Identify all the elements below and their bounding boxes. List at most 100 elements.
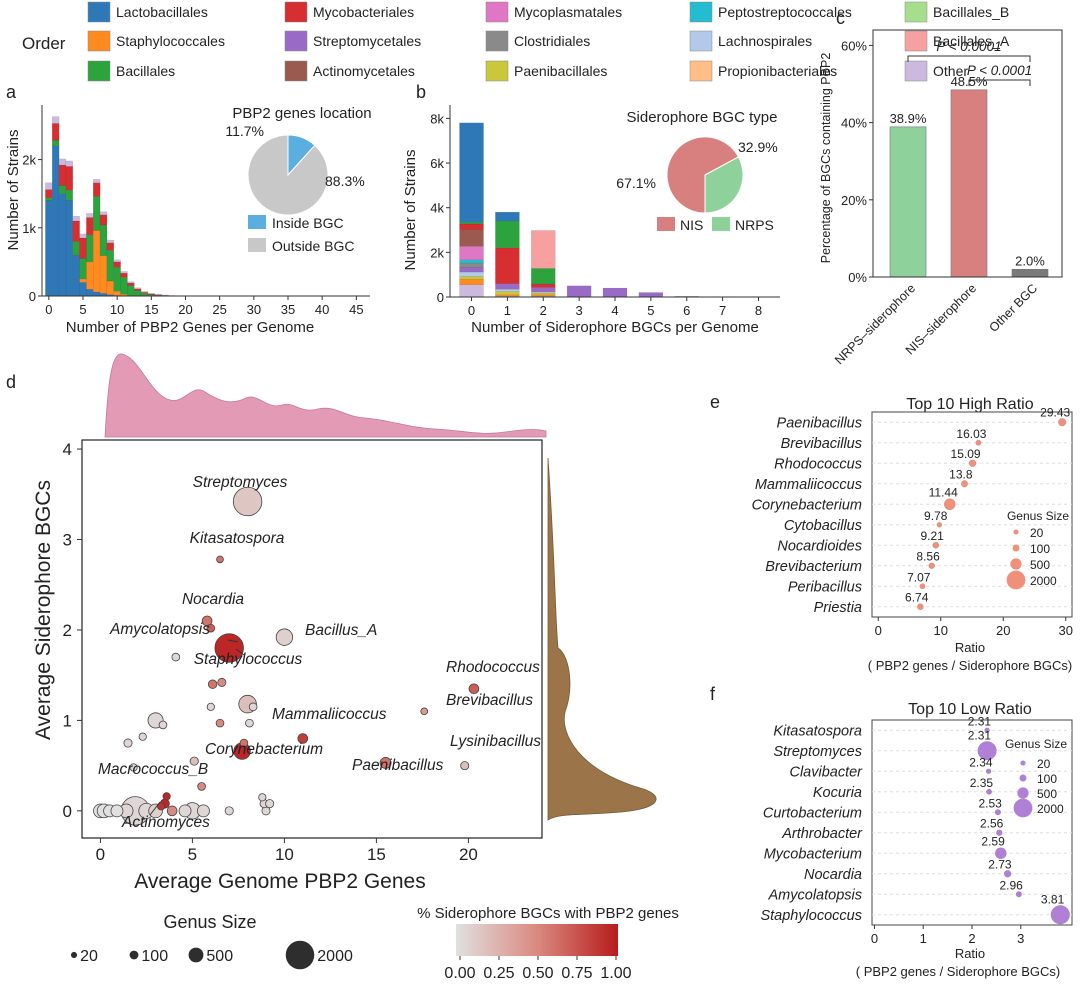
panel-d-x-tick-label: 20 bbox=[459, 845, 478, 864]
panel-a-pie-legend-inside: Inside BGC bbox=[272, 215, 344, 231]
panel-a-bar bbox=[45, 189, 53, 198]
genus-point bbox=[171, 652, 181, 662]
panel-c-y-tick-label: 0% bbox=[848, 270, 867, 285]
panel-b-y-tick-label: 0 bbox=[437, 290, 444, 305]
legend-swatch bbox=[284, 1, 308, 23]
panel-a-bar bbox=[79, 282, 87, 297]
panel-a-bar bbox=[72, 254, 80, 297]
panel-f-x-tick-label: 1 bbox=[920, 931, 927, 946]
panel-e-size-legend-circle bbox=[1010, 558, 1022, 570]
point-amycolatopsis bbox=[206, 623, 216, 633]
size-legend-circle bbox=[129, 950, 139, 960]
panel-a-bar bbox=[147, 293, 155, 295]
legend-label: Mycoplasmatales bbox=[514, 4, 622, 20]
genus-point bbox=[265, 799, 275, 809]
panel-a-x-tick-label: 40 bbox=[315, 302, 329, 317]
panel-a-bar bbox=[86, 213, 94, 218]
panel-c-frame bbox=[872, 29, 1063, 278]
panel-a: 0 5 10 15 20 25 30 35 40 45 0 1k 2k Number of PBP2 G… bbox=[5, 105, 372, 336]
legend-label: Propionibacteriales bbox=[718, 63, 837, 79]
panel-f-x-tick-label: 0 bbox=[871, 931, 878, 946]
panel-f-point bbox=[1015, 891, 1022, 898]
panel-e-value-label: 8.56 bbox=[916, 550, 940, 564]
panel-a-y-tick-label: 2k bbox=[22, 153, 36, 168]
panel-e-point bbox=[960, 480, 969, 488]
genus-point bbox=[110, 804, 124, 818]
legend-label: Bacillales_A bbox=[933, 33, 1010, 49]
panel-a-xlabel: Number of PBP2 Genes per Genome bbox=[66, 319, 314, 336]
size-legend-label: 20 bbox=[80, 948, 98, 965]
panel-c-value-label: 2.0% bbox=[1015, 253, 1045, 268]
panel-label-e: e bbox=[710, 392, 720, 412]
panel-a-x-tick-label: 35 bbox=[281, 302, 295, 317]
legend-label: Streptomycetales bbox=[313, 33, 421, 49]
point-bacillus_a bbox=[275, 628, 294, 646]
panel-b-pie-label-nis: 67.1% bbox=[616, 175, 656, 191]
panel-a-bar bbox=[113, 261, 121, 268]
point-label: Macrococcus_B bbox=[98, 761, 208, 778]
point-nocardia bbox=[201, 615, 213, 627]
panel-a-bar bbox=[45, 200, 53, 297]
point-actinomyces bbox=[157, 802, 166, 811]
point-label: Actinomyces bbox=[121, 814, 210, 831]
point-label: Rhodococcus bbox=[446, 659, 540, 676]
panel-b-x-tick-label: 5 bbox=[647, 303, 654, 318]
panel-c-y-tick-label: 20% bbox=[841, 193, 867, 208]
panel-f-value-label: 2.73 bbox=[988, 857, 1012, 871]
panel-e-value-label: 9.21 bbox=[920, 529, 944, 543]
panel-d-color-ticks: 0.00 0.25 0.50 0.75 1.00 bbox=[444, 956, 632, 982]
panel-a-pie bbox=[247, 134, 329, 216]
panel-f-category-label: Arthrobacter bbox=[781, 826, 863, 842]
panel-b-bar bbox=[459, 284, 484, 298]
panel-a-y-tick-label: 1k bbox=[22, 221, 36, 236]
panel-a-bar bbox=[86, 217, 94, 235]
point-mammaliicoccus bbox=[297, 733, 309, 744]
panel-b-pie-slice bbox=[666, 136, 740, 214]
legend-label: Other bbox=[933, 63, 968, 79]
panel-a-bar bbox=[58, 185, 67, 194]
panel-e-category-label: Cytobacillus bbox=[784, 518, 862, 534]
color-legend-tick-label: 0.00 bbox=[444, 965, 475, 982]
panel-a-x-tick-label: 30 bbox=[247, 302, 261, 317]
panel-a-bar bbox=[72, 215, 80, 222]
legend-swatch bbox=[904, 60, 928, 82]
panel-a-ylabel: Number of Strains bbox=[5, 130, 22, 251]
panel-f-category-label: Curtobacterium bbox=[763, 805, 862, 821]
panel-a-x-tick-label: 15 bbox=[144, 302, 158, 317]
point-label: Kitasatospora bbox=[190, 530, 285, 547]
right-density-curve bbox=[547, 457, 657, 821]
panel-b-xlabel: Number of Siderophore BGCs per Genome bbox=[471, 319, 759, 336]
legend-label: Bacillales_B bbox=[933, 4, 1009, 20]
panel-b-x-tick-label: 3 bbox=[576, 303, 583, 318]
panel-c-bar bbox=[950, 89, 988, 278]
amycolatopsis-leader bbox=[227, 639, 239, 643]
genus-point bbox=[129, 763, 138, 772]
panel-b-y-tick-label: 4k bbox=[430, 201, 444, 216]
panel-b-pie-slice bbox=[704, 156, 744, 214]
legend-swatch bbox=[689, 30, 713, 52]
point-paenibacillus bbox=[379, 757, 392, 769]
panel-d-y-tick-label: 3 bbox=[63, 531, 72, 550]
panel-f: Top 10 Low Ratio Kitasatospora 2.31 Strept… bbox=[760, 701, 1073, 979]
panel-a-pie-legend-swatch-outside bbox=[248, 238, 266, 252]
panel-e-point bbox=[975, 439, 982, 446]
legend-label: Staphylococcales bbox=[116, 33, 225, 49]
panel-a-bar bbox=[140, 291, 149, 293]
panel-f-value-label: 2.34 bbox=[969, 756, 993, 770]
panel-b-bar bbox=[495, 220, 520, 249]
panel-e-category-label: Brevibacterium bbox=[765, 559, 862, 575]
panel-e-size-legend-label: 500 bbox=[1030, 558, 1050, 572]
panel-e-size-legend-label: 2000 bbox=[1030, 574, 1057, 588]
panel-a-x-tick-label: 5 bbox=[79, 302, 86, 317]
panel-e-size-legend-title: Genus Size bbox=[1007, 509, 1069, 523]
legend-swatch bbox=[485, 60, 509, 82]
panel-e-point bbox=[968, 459, 977, 467]
panel-a-bar bbox=[99, 211, 108, 216]
panel-a-bar bbox=[65, 200, 73, 297]
panel-a-bar bbox=[99, 214, 108, 226]
color-legend-tick-label: 0.50 bbox=[522, 965, 553, 982]
panel-a-bar bbox=[99, 224, 108, 256]
point-rhodococcus bbox=[468, 683, 480, 695]
panel-e-point bbox=[917, 603, 924, 611]
